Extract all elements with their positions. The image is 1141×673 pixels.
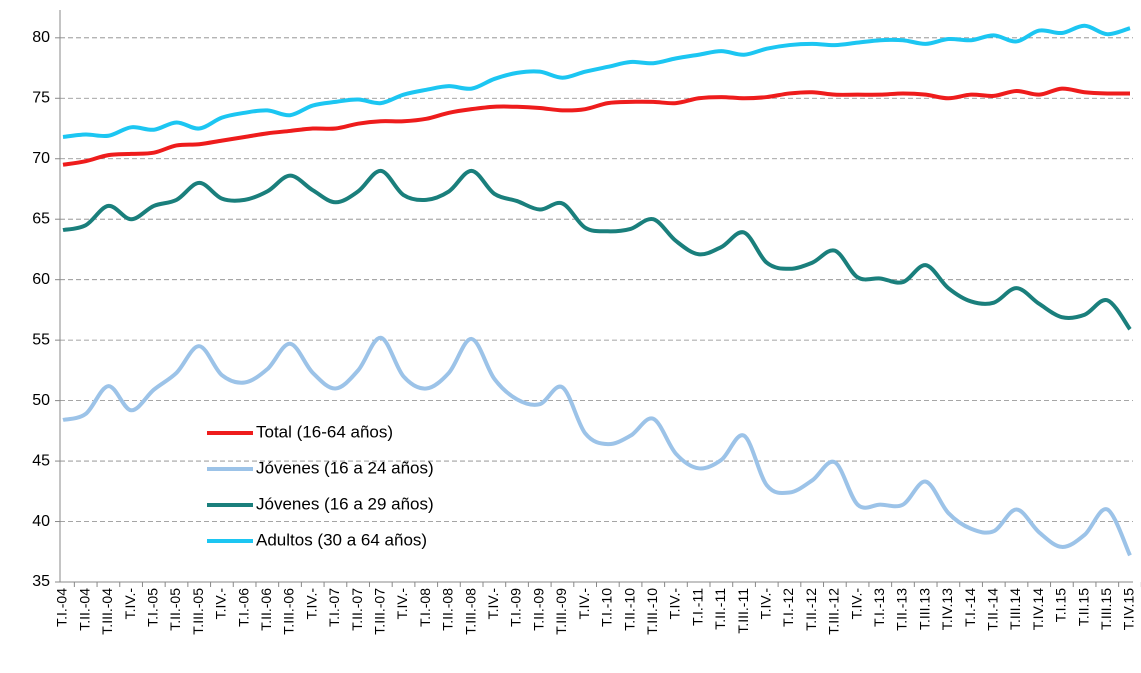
y-tick-label: 45 [32,452,50,469]
series-line [62,23,1131,139]
y-tick-label: 60 [32,271,50,288]
y-tick-label: 75 [32,89,50,106]
x-tick-label: T.IV.13 [939,588,955,631]
x-tick-label: T.IV.- [576,588,592,620]
x-tick-label: T.I.-09 [508,588,524,627]
y-tick-label: 65 [32,210,50,227]
x-tick-label: T.II.-07 [349,588,365,631]
x-tick-label: T.I.-14 [962,588,978,627]
y-tick-label: 80 [32,29,50,46]
x-tick-label: T.II.-08 [440,588,456,631]
x-tick-label: T.III.-10 [644,588,660,635]
y-tick-label: 35 [32,573,50,590]
x-tick-label: T.IV.- [213,588,229,620]
legend-label: Jóvenes (16 a 24 años) [256,458,434,477]
x-tick-label: T.II.-09 [530,588,546,631]
x-tick-label: T.IV.- [848,588,864,620]
x-tick-label: T.II.-11 [712,588,728,630]
x-tick-label: T.III.-12 [826,588,842,635]
x-tick-label: T.II.-06 [258,588,274,631]
x-tick-label: T.I.-11 [689,588,705,626]
x-tick-label: T.IV.- [303,588,319,620]
y-tick-label: 70 [32,150,50,167]
x-tick-label: T.IV.15 [1121,588,1137,631]
x-tick-label: T.III.-07 [372,588,388,635]
x-tick-label: T.I.-12 [780,588,796,627]
x-tick-label: T.I.15 [1053,588,1069,622]
x-tick-label: T.III.-09 [553,588,569,635]
x-tick-label: T.III.-08 [462,588,478,635]
x-tick-label: T.I.-07 [326,588,342,627]
x-tick-label: T.I.-05 [145,588,161,627]
x-tick-label: T.IV.- [122,588,138,620]
x-tick-label: T.I.-04 [54,588,70,627]
x-tick-label: T.I.-06 [235,588,251,627]
series-line [62,335,1132,557]
x-tick-label: T.III.14 [1007,588,1023,630]
series-line [62,86,1131,167]
x-tick-label: T.II.-10 [621,588,637,631]
x-tick-label: T.II.-04 [76,588,92,631]
legend-label: Adultos (30 a 64 años) [256,530,427,549]
x-tick-label: T.III.-11 [735,588,751,634]
x-tick-label: T.II.-05 [167,588,183,631]
x-tick-label: T.IV.14 [1030,588,1046,631]
legend-label: Jóvenes (16 a 29 años) [256,494,434,513]
x-tick-label: T.III.15 [1098,588,1114,630]
x-tick-label: T.II.15 [1075,588,1091,626]
y-tick-label: 55 [32,331,50,348]
x-tick-label: T.III.-06 [281,588,297,635]
x-tick-label: T.III.-05 [190,588,206,635]
x-tick-label: T.III.13 [916,588,932,630]
x-tick-label: T.IV.- [667,588,683,620]
x-tick-label: T.I.-08 [417,588,433,627]
x-tick-label: T.IV.- [485,588,501,620]
x-tick-label: T.III.-04 [99,588,115,635]
x-tick-label: T.IV.- [394,588,410,620]
x-tick-label: T.II.-13 [894,588,910,631]
x-tick-label: T.I.-13 [871,588,887,627]
series-line [62,168,1132,331]
y-tick-label: 40 [32,513,50,530]
x-tick-label: T.II.-12 [803,588,819,631]
legend-label: Total (16-64 años) [256,422,393,441]
x-tick-label: T.I.-10 [599,588,615,627]
y-tick-label: 50 [32,392,50,409]
x-tick-label: T.IV.- [757,588,773,620]
x-tick-label: T.II.-14 [984,588,1000,631]
